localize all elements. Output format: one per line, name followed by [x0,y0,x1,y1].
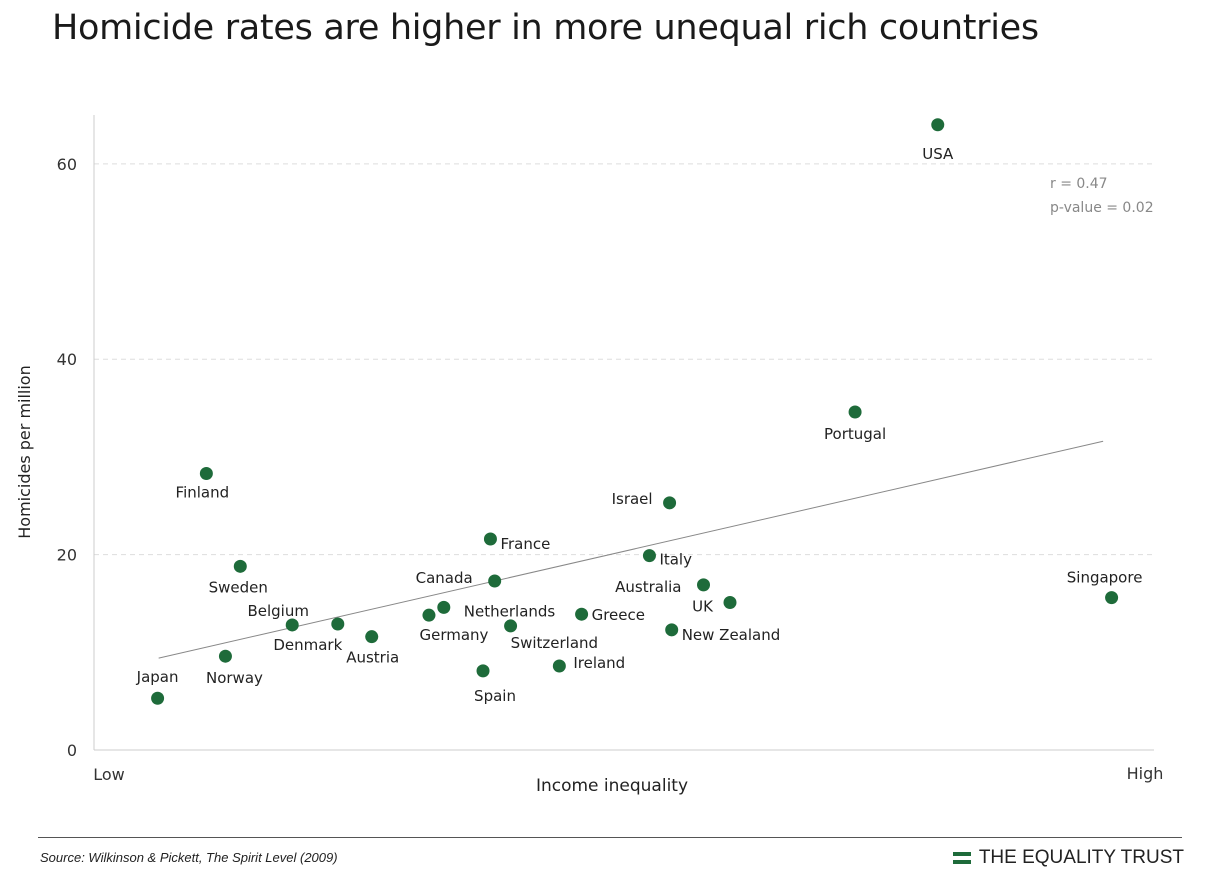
point-label-canada: Canada [416,569,473,587]
point-germany [422,608,436,622]
scatter-plot: 0 20 40 60 Low High Income inequality Homic… [15,115,1164,796]
point-label-greece: Greece [592,606,645,624]
point-spain [476,664,490,678]
point-label-netherlands: Netherlands [464,602,556,620]
y-tick-label: 40 [57,350,77,369]
point-label-japan: Japan [136,668,179,686]
point-label-switzerland: Switzerland [511,634,598,652]
axes [93,115,1154,751]
point-austria [365,630,379,644]
point-denmark [331,617,345,631]
point-canada [488,574,502,588]
x-tick-label-high: High [1127,764,1164,783]
source-note: Source: Wilkinson & Pickett, The Spirit … [40,850,338,865]
p-value-annotation: p-value = 0.02 [1050,200,1154,216]
chart-title: Homicide rates are higher in more unequa… [52,8,1039,48]
point-label-ireland: Ireland [573,654,625,672]
equality-trust-logo: THE EQUALITY TRUST [952,847,1184,869]
x-axis-label: Income inequality [536,776,688,796]
point-belgium [285,618,299,632]
point-sweden [233,559,247,573]
point-label-usa: USA [922,145,954,163]
data-points [151,118,1119,705]
point-france [483,532,497,546]
point-finland [199,467,213,481]
y-tick-labels: 0 20 40 60 [57,155,77,760]
point-label-norway: Norway [206,669,263,687]
point-label-denmark: Denmark [273,636,342,654]
y-tick-label: 60 [57,155,77,174]
point-label-france: France [500,535,550,553]
point-singapore [1105,591,1119,605]
point-uk [723,595,737,609]
point-label-austria: Austria [346,649,399,667]
point-label-italy: Italy [659,551,692,569]
point-new-zealand [665,623,679,637]
point-ireland [552,659,566,673]
point-switzerland [504,619,518,633]
point-label-new-zealand: New Zealand [682,626,781,644]
point-label-singapore: Singapore [1067,569,1143,587]
point-italy [642,549,656,563]
y-tick-label: 20 [57,546,77,565]
point-portugal [848,405,862,419]
point-usa [931,118,945,132]
point-label-uk: UK [692,597,714,615]
point-japan [151,691,165,705]
point-label-finland: Finland [176,484,230,502]
point-australia [697,578,710,592]
logo-text: THE EQUALITY TRUST [978,847,1184,868]
point-label-sweden: Sweden [209,578,268,596]
point-greece [575,607,589,621]
trend-line [158,440,1104,659]
y-tick-label: 0 [67,741,77,760]
y-axis-label: Homicides per million [15,365,34,538]
point-label-portugal: Portugal [824,425,886,443]
point-label-spain: Spain [474,687,516,705]
point-label-israel: Israel [612,490,653,508]
point-norway [218,649,232,663]
point-labels: USA Portugal Finland Israel France Italy Swede… [136,145,1143,705]
point-label-australia: Australia [615,578,681,596]
x-tick-label-low: Low [93,765,125,784]
footer-divider [38,837,1182,838]
point-label-belgium: Belgium [247,602,309,620]
point-label-germany: Germany [419,626,488,644]
correlation-annotation: r = 0.47 [1050,176,1108,192]
point-israel [663,496,677,510]
grid-lines [94,163,1154,556]
point-netherlands [437,600,451,614]
equals-logo-icon [952,852,971,864]
